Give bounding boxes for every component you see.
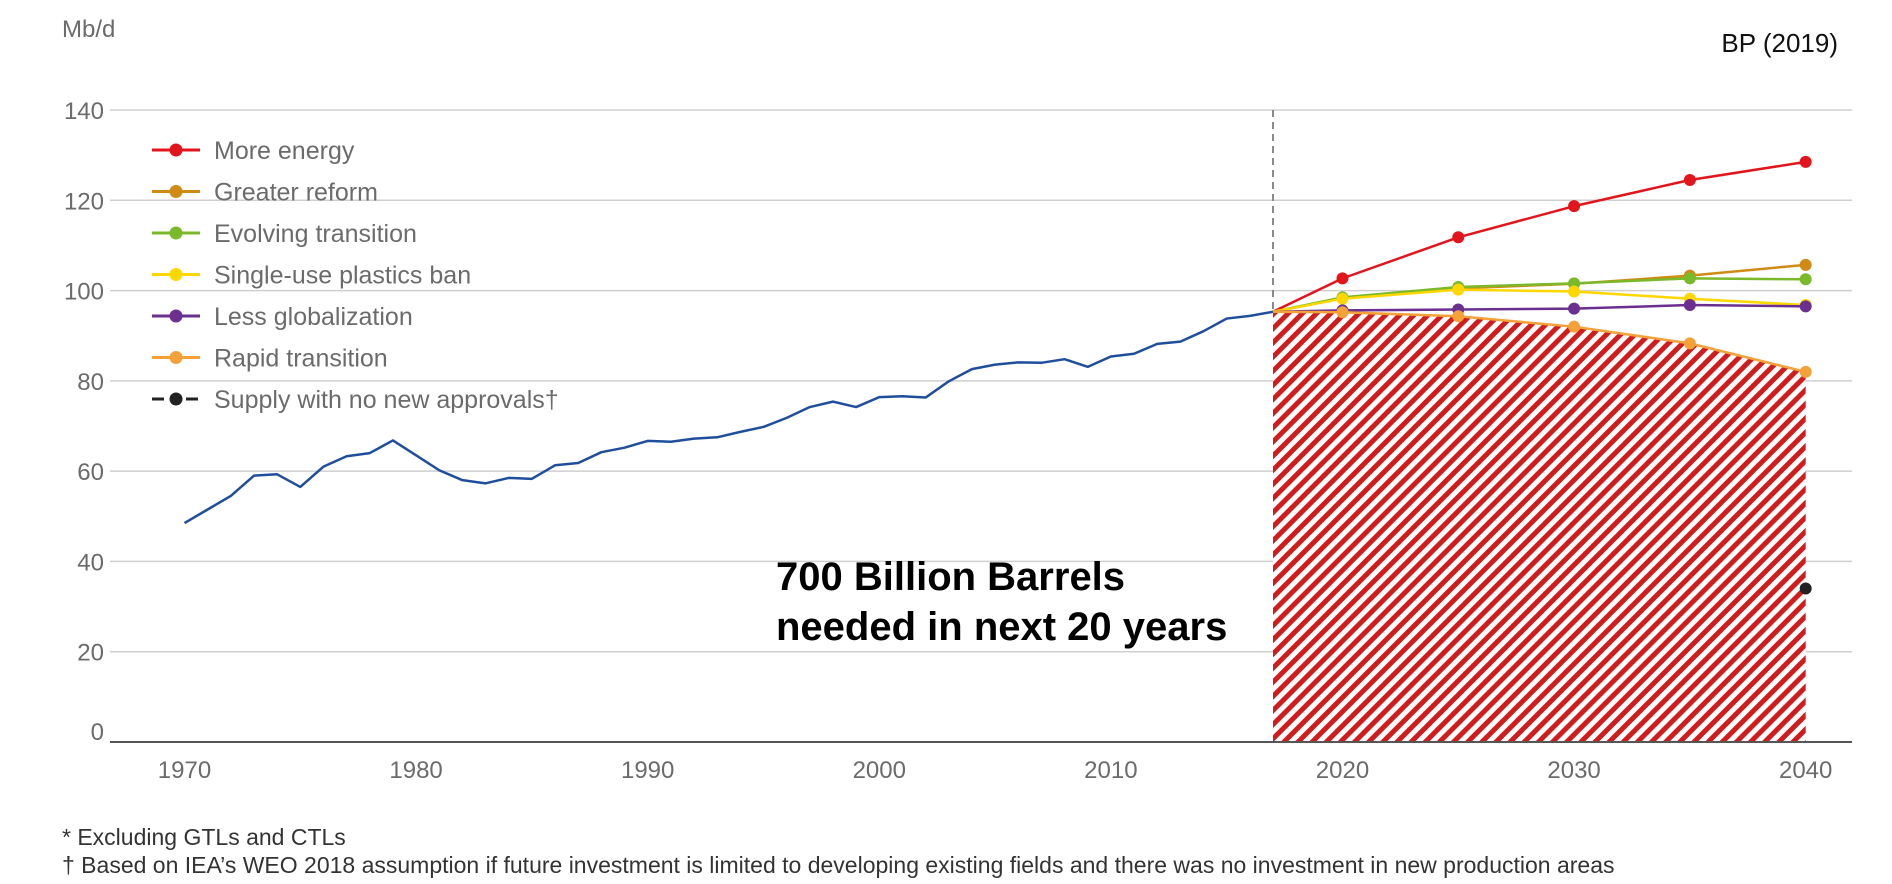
point-rapid-transition-2030 <box>1568 320 1581 333</box>
legend: More energy Greater reform Evolving transi… <box>152 137 559 414</box>
y-axis-unit-label: Mb/d <box>62 16 115 43</box>
series-line-single-use-plastics-ban <box>1272 288 1806 314</box>
point-evolving-transition-2035 <box>1683 272 1696 285</box>
y-tick-label-120: 120 <box>64 188 104 215</box>
legend-swatch-marker <box>169 143 183 157</box>
annotation-line-1: 700 Billion Barrels <box>776 555 1125 599</box>
y-tick-label-0: 0 <box>91 719 104 746</box>
x-tick-label-2020: 2020 <box>1316 757 1369 784</box>
point-greater-reform-2040 <box>1799 258 1812 271</box>
x-tick-label-2000: 2000 <box>853 757 906 784</box>
series-line-less-globalization <box>1272 303 1806 314</box>
x-tick-label-2030: 2030 <box>1547 757 1600 784</box>
x-tick-label-1990: 1990 <box>621 757 674 784</box>
legend-label: Supply with no new approvals† <box>214 386 559 414</box>
point-rapid-transition-2020 <box>1336 306 1349 319</box>
legend-swatch-marker <box>169 226 183 240</box>
legend-swatch-marker <box>169 185 183 198</box>
y-tick-label-140: 140 <box>64 98 104 125</box>
series-rapid-transition <box>1272 306 1812 378</box>
series-line-more-energy <box>1272 160 1806 313</box>
legend-item-single-use-plastics-ban: Single-use plastics ban <box>152 262 471 290</box>
legend-label: Rapid transition <box>214 345 388 373</box>
legend-swatch-marker <box>169 309 183 323</box>
point-rapid-transition-2035 <box>1683 337 1696 350</box>
annotation-line-2: needed in next 20 years <box>776 605 1227 649</box>
point-rapid-transition-2040 <box>1799 365 1812 378</box>
point-more-energy-2040 <box>1799 155 1812 168</box>
footnote-2: † Based on IEA’s WEO 2018 assumption if … <box>62 852 1615 878</box>
point-less-globalization-2030 <box>1568 302 1581 315</box>
series-supply-with-no-new-approvals <box>1799 582 1812 595</box>
hatched-supply-gap-area <box>1273 311 1806 742</box>
series-lines <box>183 155 1812 595</box>
legend-swatch-marker <box>169 392 183 406</box>
legend-item-supply-with-no-new-approvals: Supply with no new approvals† <box>152 386 559 414</box>
point-supply-with-no-new-approvals-2040 <box>1799 582 1812 595</box>
point-single-use-plastics-ban-2030 <box>1568 285 1581 298</box>
y-axis-ticks: 0 20 40 60 80 100 120 140 <box>64 98 104 746</box>
point-rapid-transition-2025 <box>1452 310 1465 323</box>
legend-label: Less globalization <box>214 303 413 331</box>
point-more-energy-2020 <box>1336 272 1349 285</box>
y-tick-label-40: 40 <box>77 549 104 576</box>
y-tick-label-60: 60 <box>77 459 104 486</box>
point-single-use-plastics-ban-2025 <box>1452 283 1465 296</box>
point-more-energy-2035 <box>1683 173 1696 186</box>
legend-item-rapid-transition: Rapid transition <box>152 345 388 373</box>
series-line-rapid-transition <box>1272 310 1806 374</box>
series-line-evolving-transition <box>1272 277 1806 314</box>
legend-label: Single-use plastics ban <box>214 262 471 290</box>
x-tick-label-2010: 2010 <box>1084 757 1137 784</box>
legend-swatch-marker <box>169 351 183 364</box>
series-line-history <box>183 310 1274 525</box>
annotation: 700 Billion Barrels needed in next 20 ye… <box>776 555 1227 649</box>
legend-item-less-globalization: Less globalization <box>152 303 413 331</box>
series-single-use-plastics-ban <box>1272 283 1812 314</box>
point-less-globalization-2040 <box>1799 300 1812 313</box>
x-tick-label-1980: 1980 <box>389 757 442 784</box>
gridlines <box>110 109 1852 653</box>
series-history <box>183 310 1274 525</box>
point-single-use-plastics-ban-2020 <box>1336 292 1349 305</box>
point-more-energy-2025 <box>1452 231 1465 244</box>
legend-label: More energy <box>214 137 355 165</box>
legend-item-more-energy: More energy <box>152 137 355 165</box>
legend-label: Evolving transition <box>214 220 417 248</box>
x-tick-label-2040: 2040 <box>1779 757 1832 784</box>
point-evolving-transition-2040 <box>1799 273 1812 286</box>
source-label: BP (2019) <box>1721 28 1838 58</box>
point-less-globalization-2035 <box>1683 299 1696 312</box>
x-tick-label-1970: 1970 <box>158 757 211 784</box>
y-tick-label-20: 20 <box>77 640 104 667</box>
series-more-energy <box>1272 155 1812 313</box>
point-more-energy-2030 <box>1568 200 1581 213</box>
legend-swatch-marker <box>169 268 183 281</box>
x-axis-ticks: 1970 1980 1990 2000 2010 2020 2030 2040 <box>158 757 1833 784</box>
legend-label: Greater reform <box>214 179 378 207</box>
footnote-1: * Excluding GTLs and CTLs <box>62 824 346 850</box>
legend-item-greater-reform: Greater reform <box>152 179 378 207</box>
legend-item-evolving-transition: Evolving transition <box>152 220 417 248</box>
y-tick-label-100: 100 <box>64 279 104 306</box>
y-tick-label-80: 80 <box>77 369 104 396</box>
